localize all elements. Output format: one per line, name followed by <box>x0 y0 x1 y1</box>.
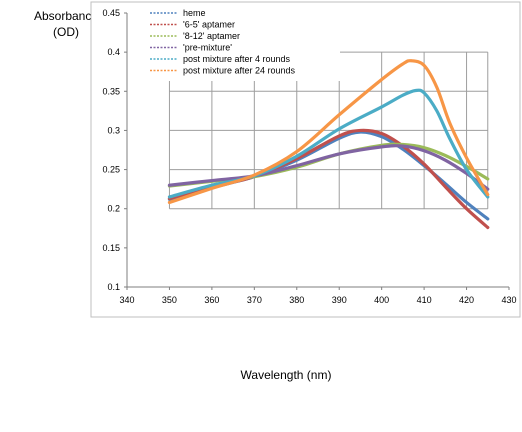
y-axis-label-line: (OD) <box>53 25 79 39</box>
y-axis-label: Absorbance (OD) <box>24 8 108 40</box>
legend: heme '6-5' aptamer'8-12' aptamer 'pre-mixt… <box>145 6 340 81</box>
x-tick-label: 410 <box>417 295 432 305</box>
y-axis-label-line: Absorbance <box>33 9 99 23</box>
legend-label: post mixture after 4 rounds <box>183 54 291 64</box>
x-tick-label: 360 <box>204 295 219 305</box>
axes: 0.1 0.15 0.2 0.25 0.3 0.35 0.4 0.45 340 350 360 370… <box>102 8 516 305</box>
legend-box <box>145 6 340 81</box>
legend-label: '8-12' aptamer <box>183 31 240 41</box>
y-tick-label: 0.35 <box>102 86 120 96</box>
x-tick-label: 370 <box>247 295 262 305</box>
y-tick-label: 0.1 <box>107 282 120 292</box>
x-tick-label: 430 <box>501 295 516 305</box>
y-tick-label: 0.2 <box>107 204 120 214</box>
y-tick-label: 0.25 <box>102 165 120 175</box>
legend-label: post mixture after 24 rounds <box>183 66 296 76</box>
x-tick-label: 420 <box>459 295 474 305</box>
x-tick-label: 380 <box>289 295 304 305</box>
series-group <box>167 59 490 230</box>
x-tick-label: 340 <box>119 295 134 305</box>
legend-label: '6-5' aptamer <box>183 20 235 30</box>
x-tick-label: 400 <box>374 295 389 305</box>
series-line-post-mixture-after-24-rounds <box>167 59 490 205</box>
legend-label: heme <box>183 8 206 18</box>
x-tick-label: 390 <box>332 295 347 305</box>
y-tick-label: 0.15 <box>102 243 120 253</box>
y-tick-label: 0.4 <box>107 47 120 57</box>
legend-label: 'pre-mixture' <box>183 43 232 53</box>
y-tick-label: 0.3 <box>107 125 120 135</box>
x-tick-label: 350 <box>162 295 177 305</box>
y-tick-label: 0.45 <box>102 8 120 18</box>
x-axis-label: Wavelength (nm) <box>240 368 332 382</box>
